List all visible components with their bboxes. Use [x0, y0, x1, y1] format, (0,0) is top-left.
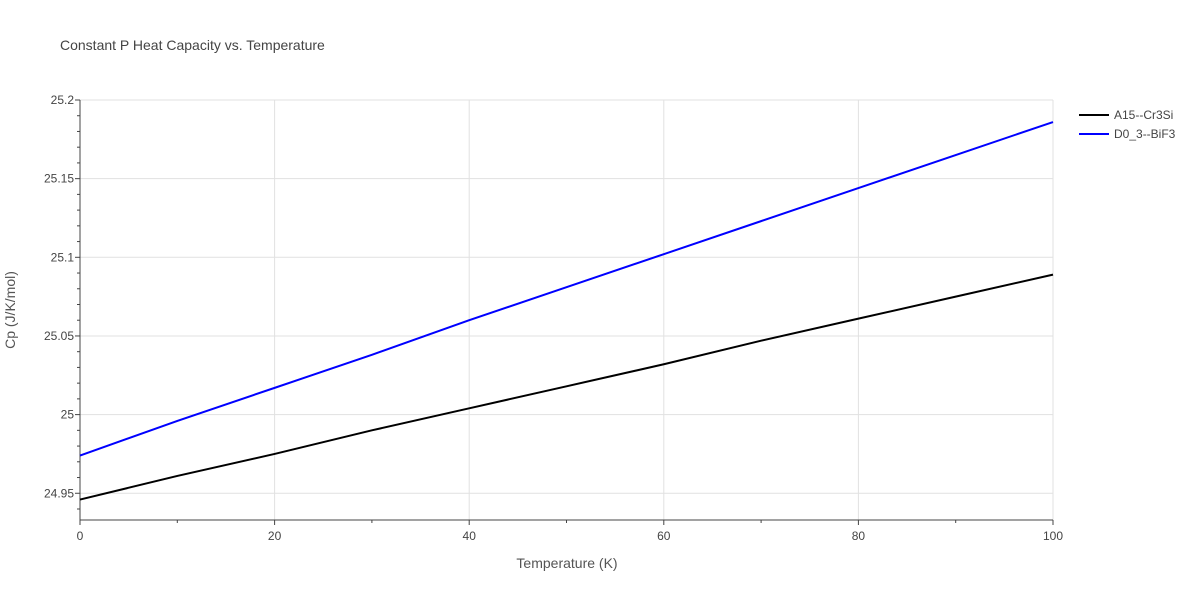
- series-line-2: [79, 121, 1054, 457]
- series-line-1: [79, 273, 1054, 501]
- x-tick-label: 0: [77, 529, 84, 543]
- grid: [80, 99, 1054, 520]
- legend-label: A15--Cr3Si: [1114, 108, 1173, 122]
- x-tick-label: 40: [463, 529, 477, 543]
- y-tick-label: 25.1: [51, 250, 75, 264]
- x-tick-label: 100: [1043, 529, 1063, 543]
- x-tick-label: 80: [852, 529, 866, 543]
- legend-item-1[interactable]: A15--Cr3Si: [1079, 108, 1173, 122]
- y-tick-label: 25.2: [51, 93, 75, 107]
- x-axis-label: Temperature (K): [516, 555, 617, 571]
- chart-title: Constant P Heat Capacity vs. Temperature: [60, 37, 325, 53]
- y-tick-label: 25.05: [44, 329, 74, 343]
- x-tick-label: 20: [268, 529, 282, 543]
- plot-area: [79, 121, 1054, 501]
- y-axis-label: Cp (J/K/mol): [2, 271, 18, 349]
- axes: 0 20 40 60 80 100 24.95 25 25.05 25.1 25.15 25.2: [44, 93, 1063, 543]
- y-tick-label: 24.95: [44, 486, 74, 500]
- x-tick-label: 60: [657, 529, 671, 543]
- y-tick-label: 25: [61, 408, 75, 422]
- legend-label: D0_3--BiF3: [1114, 127, 1176, 141]
- y-tick-label: 25.15: [44, 172, 74, 186]
- legend-item-2[interactable]: D0_3--BiF3: [1079, 127, 1176, 141]
- legend[interactable]: A15--Cr3Si D0_3--BiF3: [1079, 108, 1176, 141]
